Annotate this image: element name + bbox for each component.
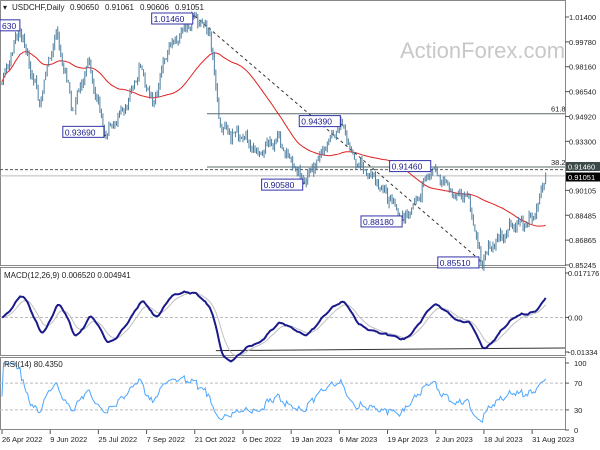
macd-trendline	[215, 347, 566, 352]
macd-title: MACD(12,26,9) 0.006520 0.004941	[4, 271, 131, 280]
macd-panel-frame	[0, 267, 566, 356]
date-tick-label: 6 Mar 2023	[339, 435, 377, 444]
price-tick-label: 0.85245	[569, 261, 596, 270]
price-panel-frame	[0, 0, 566, 266]
date-tick-label: 19 Apr 2023	[388, 435, 428, 444]
price-tick-label: 0.94920	[569, 112, 596, 121]
annotation-label: 0.88180	[363, 217, 394, 227]
rsi-tick-label: 100	[574, 359, 587, 368]
highlight-level-label: 0.91460	[568, 163, 595, 172]
macd-tick-label: 0.00	[568, 313, 583, 322]
current-price-badge	[566, 172, 600, 182]
fib-61.8-label: 61.8	[551, 105, 566, 114]
date-tick-label: 6 Dec 2022	[243, 435, 281, 444]
price-tick-label: 0.88485	[569, 211, 596, 220]
date-tick-label: 19 Jan 2023	[291, 435, 332, 444]
chart-symbol-arrow[interactable]: ▾	[3, 3, 7, 12]
moving-average-line	[1, 51, 546, 227]
fib-38.2-label: 38.2	[551, 158, 566, 167]
annotation-box	[437, 256, 480, 269]
price-tick-label: 0.96540	[569, 88, 596, 97]
rsi-panel-frame	[0, 357, 566, 430]
rsi-title: RSI(14) 80.4350	[4, 360, 63, 369]
annotation-box	[360, 215, 403, 228]
date-tick-label: 31 Aug 2023	[532, 435, 574, 444]
date-tick-label: 21 Oct 2022	[195, 435, 236, 444]
annotation-label: 630	[2, 21, 16, 31]
current-price-label: 0.91051	[568, 173, 595, 182]
annotation-label: 0.94390	[301, 117, 332, 127]
trendline-dashed	[194, 15, 482, 262]
annotation-box	[298, 115, 341, 128]
rsi-tick-label: 30	[574, 406, 582, 415]
macd-tick-label: 0.017176	[568, 269, 599, 278]
macd-signal-line	[1, 292, 547, 357]
ohlc-low: 0.90606	[140, 3, 169, 12]
annotation-label: 0.85510	[440, 258, 471, 268]
macd-tick-label: -0.01334	[568, 348, 598, 357]
date-tick-label: 26 Apr 2022	[2, 435, 42, 444]
annotation-label: 0.91460	[392, 162, 423, 172]
chart-title: USDCHF,Daily	[12, 3, 64, 12]
annotation-label: 1.01460	[154, 14, 185, 24]
price-tick-label: 0.86865	[569, 236, 596, 245]
ohlc-close: 0.91051	[175, 3, 204, 12]
rsi-tick-label: 70	[574, 379, 582, 388]
annotation-box	[62, 125, 105, 138]
rsi-tick-label: 0	[574, 426, 578, 435]
annotation-label: 0.93690	[65, 127, 96, 137]
price-tick-label: 0.93300	[569, 137, 596, 146]
annotation-box	[0, 19, 21, 32]
date-tick-label: 25 Jul 2022	[98, 435, 137, 444]
ohlc-open: 0.90650	[70, 3, 99, 12]
price-tick-label: 0.98160	[569, 63, 596, 72]
annotation-box	[261, 178, 304, 191]
highlight-level-badge	[566, 162, 600, 171]
price-tick-label: 0.99780	[569, 38, 596, 47]
date-tick-label: 18 Jul 2023	[484, 435, 523, 444]
annotation-label: 0.90580	[264, 180, 295, 190]
date-tick-label: 9 Jun 2022	[50, 435, 87, 444]
date-tick-label: 2 Jun 2023	[436, 435, 473, 444]
macd-main-line	[1, 290, 547, 363]
watermark: ActionForex.com	[400, 38, 565, 63]
rsi-line	[1, 362, 547, 423]
annotation-box	[151, 12, 194, 25]
price-tick-label: 1.01400	[569, 13, 596, 22]
ohlc-high: 0.91061	[105, 3, 134, 12]
annotation-box	[389, 160, 432, 173]
date-tick-label: 7 Sep 2022	[147, 435, 185, 444]
price-tick-label: 0.90105	[569, 186, 596, 195]
